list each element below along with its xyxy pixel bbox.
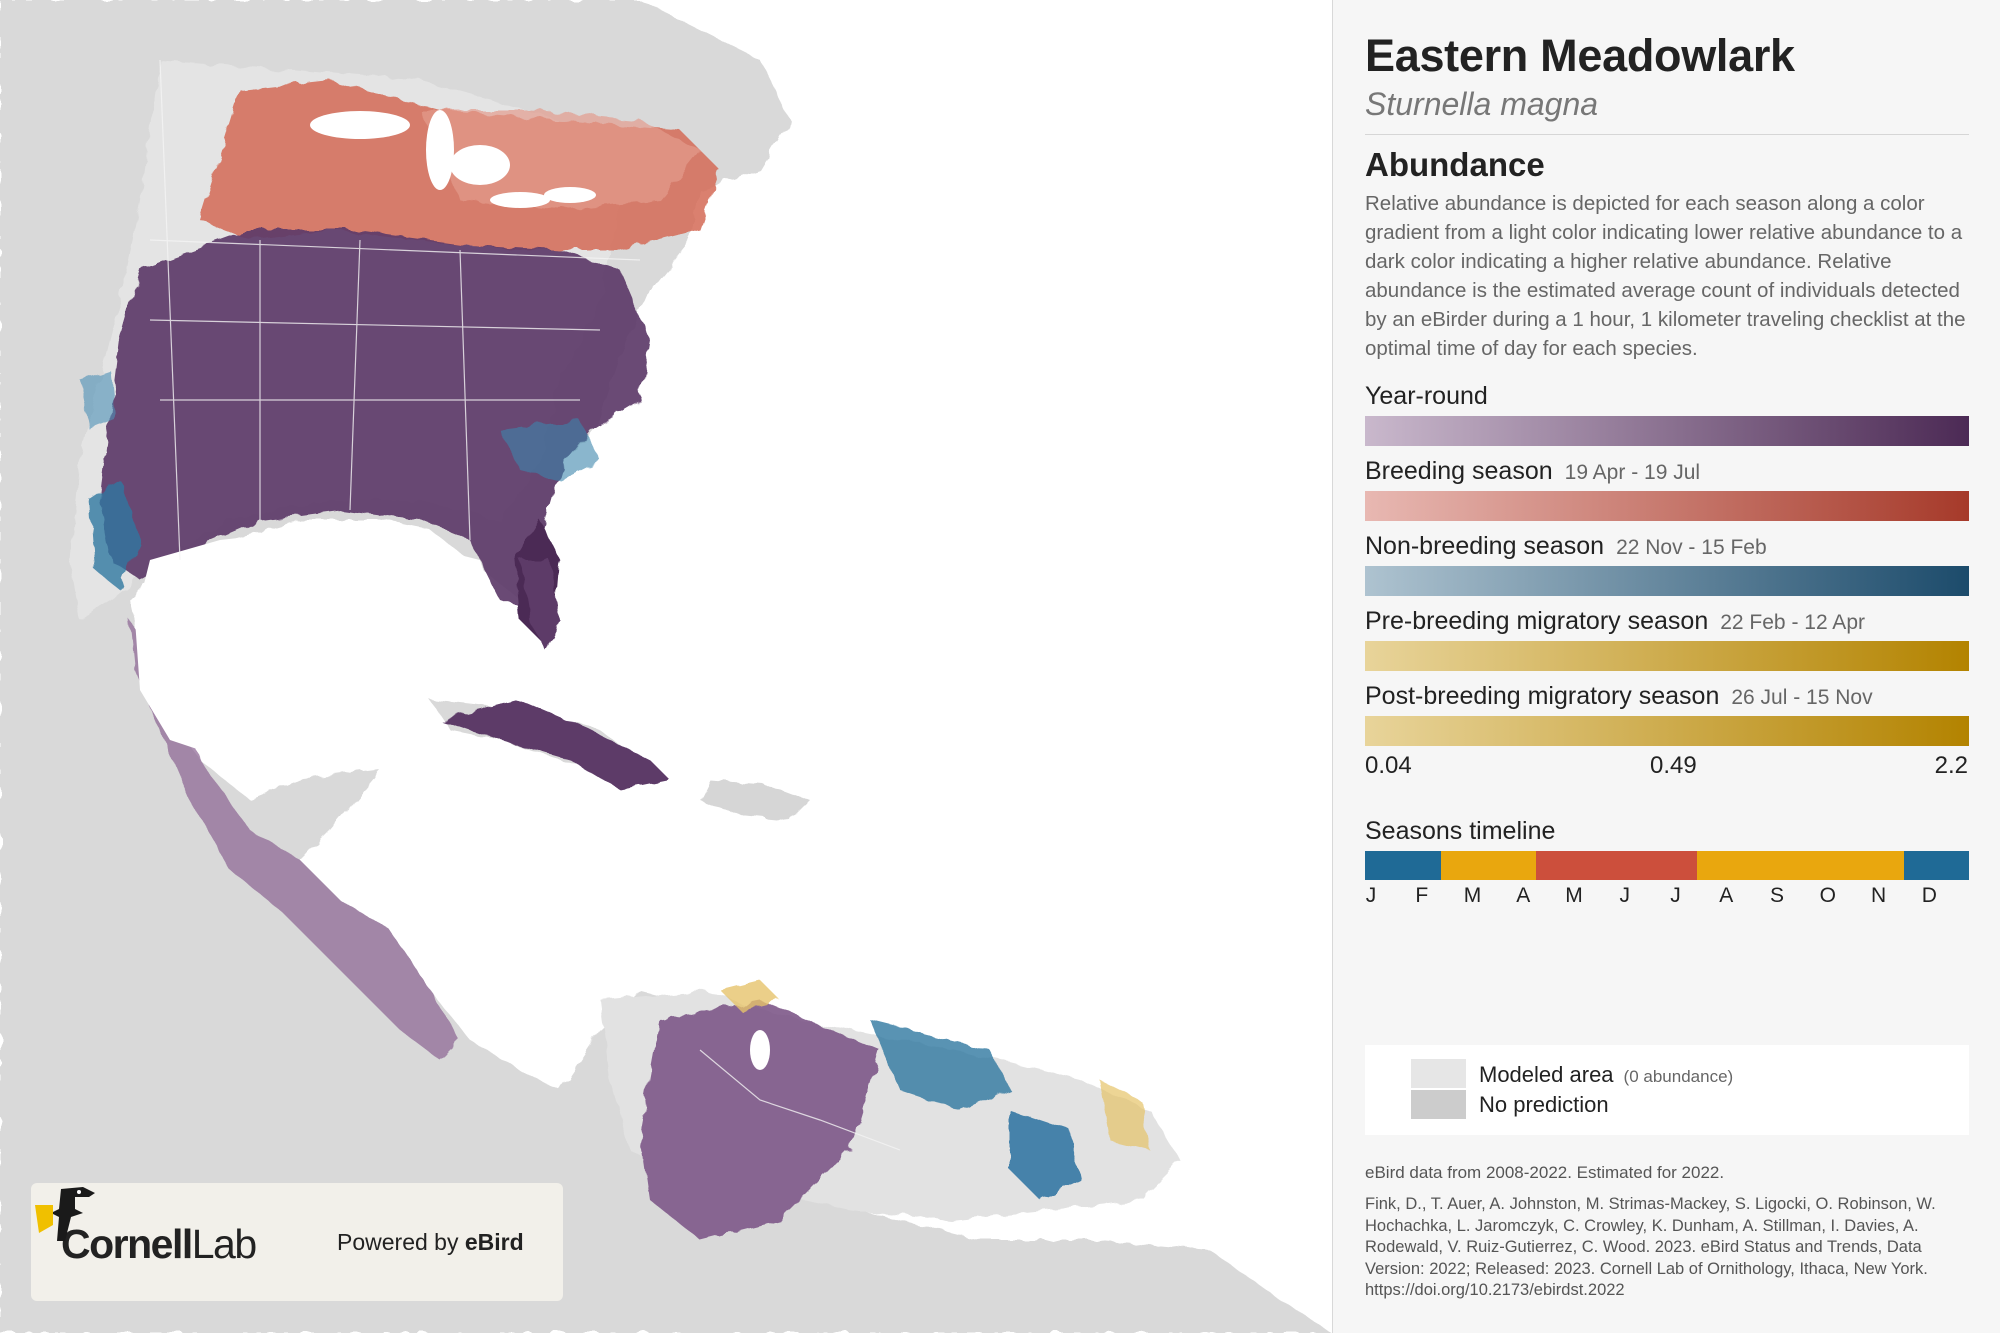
map-canvas	[0, 0, 1332, 1333]
cornell-lab-wordmark: CornellLab	[61, 1221, 257, 1267]
timeline-month-label: N	[1870, 884, 1887, 907]
scale-min-label: 0.04	[1365, 752, 1412, 779]
gradient-bar-breeding	[1365, 491, 1969, 521]
water-layer	[135, 110, 770, 1070]
season-label-pre-breeding: Pre-breeding migratory season 22 Feb - 12…	[1365, 607, 1865, 635]
modeled-area-swatch	[1411, 1059, 1466, 1088]
timeline-month-label: J	[1619, 884, 1631, 907]
season-label-non-breeding: Non-breeding season 22 Nov - 15 Feb	[1365, 532, 1767, 560]
timeline-segment-breeding	[1536, 851, 1698, 880]
data-range-note: eBird data from 2008-2022. Estimated for…	[1365, 1163, 1725, 1182]
timeline-month-label: J	[1670, 884, 1681, 907]
abundance-layer	[80, 80, 1150, 1240]
season-label-breeding: Breeding season 19 Apr - 19 Jul	[1365, 457, 1701, 485]
citation-text[interactable]: Fink, D., T. Auer, A. Johnston, M. Strim…	[1365, 1195, 1936, 1299]
timeline-month-label: F	[1415, 884, 1429, 907]
border-lines	[149, 59, 901, 1151]
info-panel: Eastern Meadowlark Sturnella magna Abund…	[1332, 0, 2000, 1333]
timeline-month-label: J	[1365, 884, 1377, 907]
no-prediction-label: No prediction	[1479, 1092, 1609, 1117]
divider	[1365, 134, 1969, 135]
timeline-month-label: S	[1770, 884, 1785, 907]
cornell-lab-ebird-logo-card[interactable]: CornellLab Powered by eBird	[31, 1183, 563, 1301]
timeline-month-label: M	[1463, 884, 1482, 907]
scale-max-label: 2.2	[1934, 752, 1968, 779]
gradient-bar-post-breeding	[1365, 716, 1969, 746]
modeled-area-label: Modeled area (0 abundance)	[1479, 1062, 1734, 1087]
map-legend: Modeled area (0 abundance) No prediction	[1365, 1045, 1969, 1135]
species-common-name: Eastern Meadowlark	[1365, 30, 1795, 81]
abundance-map[interactable]: CornellLab Powered by eBird	[0, 0, 1332, 1333]
gradient-bar-year-round	[1365, 416, 1969, 446]
powered-by-ebird: Powered by eBird	[337, 1229, 524, 1255]
timeline-month-label: M	[1565, 884, 1583, 907]
abundance-description: Relative abundance is depicted for each …	[1365, 192, 1966, 360]
timeline-segment-non-breeding	[1365, 851, 1441, 880]
season-label-year-round: Year-round	[1365, 382, 1488, 410]
seasons-timeline-bar	[1365, 851, 1969, 880]
timeline-month-label: D	[1921, 884, 1937, 907]
gradient-bar-pre-breeding	[1365, 641, 1969, 671]
abundance-heading: Abundance	[1365, 146, 1545, 183]
timeline-month-label: O	[1819, 884, 1836, 907]
timeline-segment-post-breeding	[1697, 851, 1904, 880]
gradient-bar-non-breeding	[1365, 566, 1969, 596]
timeline-segment-non-breeding	[1903, 851, 1969, 880]
species-scientific-name: Sturnella magna	[1365, 86, 1599, 122]
season-label-post-breeding: Post-breeding migratory season 26 Jul - 1…	[1365, 682, 1873, 710]
seasons-timeline-title: Seasons timeline	[1365, 817, 1556, 845]
cornell-bird-icon	[35, 1187, 95, 1241]
no-prediction-swatch	[1411, 1090, 1466, 1119]
timeline-month-label: A	[1516, 884, 1531, 907]
timeline-segment-pre-breeding	[1440, 851, 1537, 880]
scale-mid-label: 0.49	[1650, 752, 1697, 779]
timeline-month-label: A	[1719, 884, 1734, 907]
